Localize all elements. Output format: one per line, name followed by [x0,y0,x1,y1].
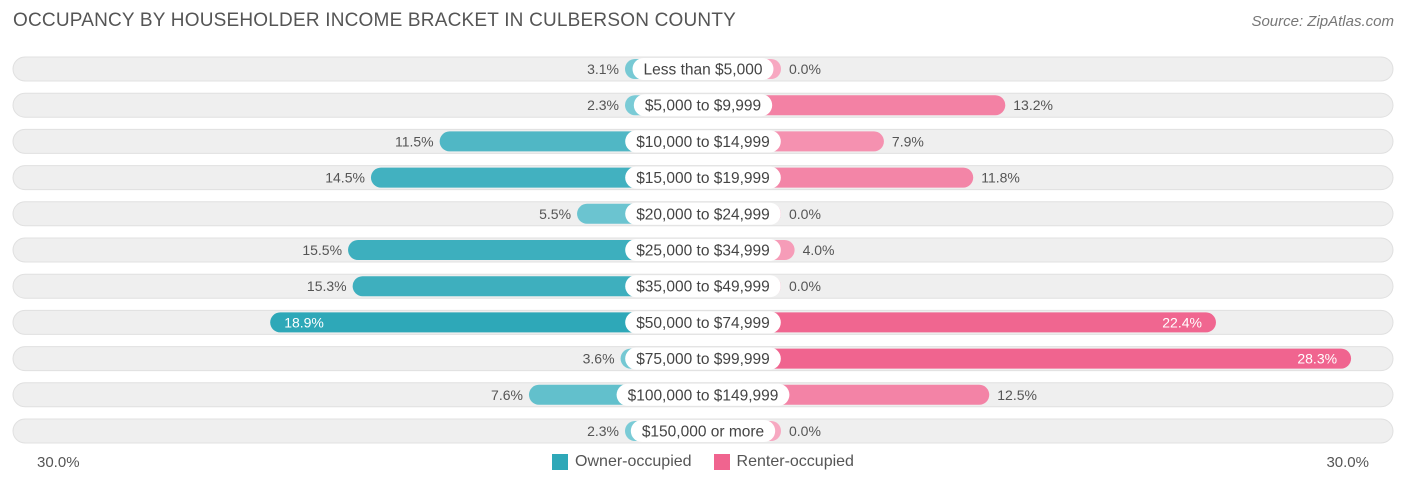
category-label: $10,000 to $14,999 [636,134,770,151]
category-label: $150,000 or more [642,424,764,441]
owner-bar [370,167,703,188]
category-label: Less than $5,000 [644,62,763,79]
axis-max-label: 30.0% [1326,454,1369,471]
owner-value-label: 15.5% [302,242,342,258]
owner-value-label: 18.9% [284,314,324,330]
legend: Owner-occupied Renter-occupied [0,453,1406,471]
owner-swatch-icon [552,454,569,470]
renter-value-label: 7.9% [892,133,924,149]
renter-value-label: 0.0% [789,278,821,294]
axis-min-label: 30.0% [37,454,80,471]
legend-item-renter[interactable]: Renter-occupied [713,453,854,471]
category-label: $75,000 to $99,999 [636,351,770,368]
category-pill [625,311,781,334]
owner-value-label: 15.3% [307,278,347,294]
category-label: $15,000 to $19,999 [636,170,770,187]
renter-value-label: 22.4% [1162,314,1202,330]
owner-bar [352,276,703,297]
renter-value-label: 0.0% [789,206,821,222]
chart-title: OCCUPANCY BY HOUSEHOLDER INCOME BRACKET … [13,10,737,31]
category-pill [616,383,790,406]
category-pill [633,94,773,117]
renter-bar [703,312,1216,333]
category-pill [625,130,781,153]
category-pill [625,347,781,370]
renter-value-label: 0.0% [789,61,821,77]
category-pill [630,420,776,442]
owner-value-label: 2.3% [587,97,619,113]
owner-value-label: 3.6% [583,351,615,367]
renter-value-label: 4.0% [803,242,835,258]
renter-swatch-icon [713,454,730,470]
category-label: $5,000 to $9,999 [645,98,761,115]
renter-value-label: 0.0% [789,423,821,439]
owner-bar [270,312,703,333]
owner-value-label: 5.5% [539,206,571,222]
category-pill [632,58,774,80]
renter-value-label: 28.3% [1297,351,1337,367]
renter-value-label: 12.5% [997,387,1037,403]
category-pill [625,275,781,298]
renter-bar [703,95,1006,116]
category-pill [625,166,781,189]
legend-item-owner[interactable]: Owner-occupied [552,453,692,471]
owner-value-label: 7.6% [491,387,523,403]
category-label: $50,000 to $74,999 [636,315,770,332]
diverging-bar-chart: 3.1% 0.0% Less than $5,000 2.3% 13.2% $5,000 … [12,56,1394,444]
category-label: $35,000 to $49,999 [636,279,770,296]
category-label: $20,000 to $24,999 [636,206,770,223]
owner-value-label: 14.5% [325,170,365,186]
category-pill [625,202,781,225]
renter-bar [703,348,1352,369]
source-credit: Source: ZipAtlas.com [1251,13,1394,30]
legend-renter-label: Renter-occupied [736,453,854,470]
category-pill [625,239,781,261]
renter-value-label: 13.2% [1013,97,1053,113]
owner-value-label: 11.5% [395,133,434,149]
legend-owner-label: Owner-occupied [575,453,692,470]
owner-value-label: 3.1% [587,61,619,77]
owner-value-label: 2.3% [587,423,619,439]
owner-bar [348,240,703,260]
category-label: $25,000 to $34,999 [636,243,770,260]
category-label: $100,000 to $149,999 [628,387,779,404]
renter-value-label: 11.8% [981,170,1020,186]
